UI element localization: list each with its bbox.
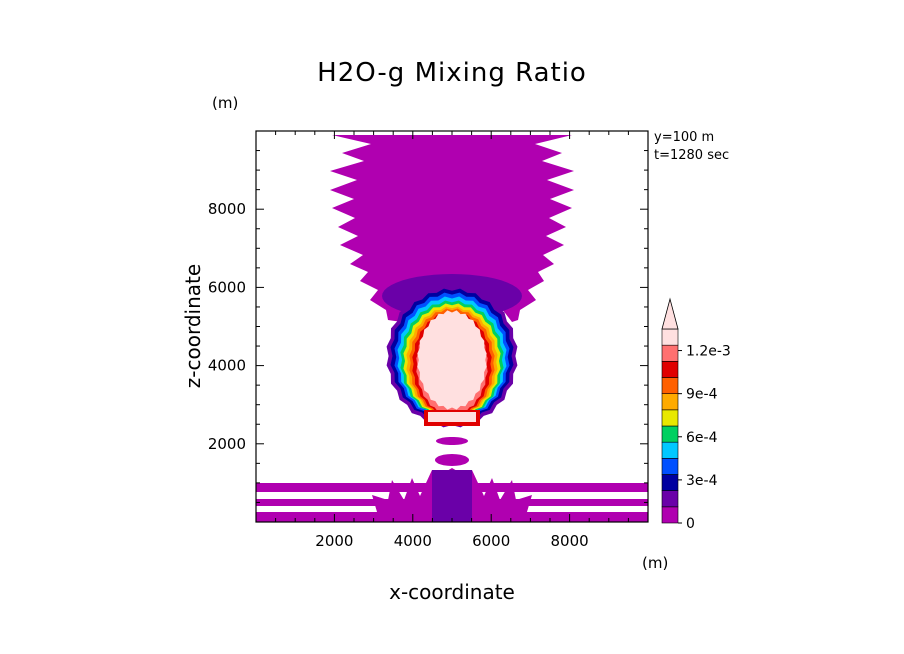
colorbar-segment bbox=[661, 425, 679, 443]
moist-core-region bbox=[417, 310, 487, 410]
x-axis-unit: (m) bbox=[642, 554, 669, 572]
colorbar-segment bbox=[661, 441, 679, 459]
axes: 2000 4000 6000 8000 2000 4000 6000 8000 bbox=[208, 130, 649, 550]
colorbar-segment bbox=[661, 409, 679, 427]
info-time: t=1280 sec bbox=[654, 148, 730, 163]
mid-blob-1 bbox=[436, 437, 468, 445]
y-tick-label: 4000 bbox=[208, 357, 246, 375]
colorbar-segment bbox=[661, 458, 679, 475]
colorbar-segment bbox=[661, 361, 679, 378]
x-tick-label: 4000 bbox=[394, 532, 432, 550]
y-tick-label: 2000 bbox=[208, 435, 246, 453]
colorbar-label: 1.2e-3 bbox=[686, 344, 731, 360]
colorbar-label: 3e-4 bbox=[686, 473, 718, 489]
x-axis-label: x-coordinate bbox=[389, 580, 515, 604]
x-tick-label: 8000 bbox=[551, 532, 589, 550]
colorbar-segment bbox=[661, 474, 679, 491]
colorbar-label: 0 bbox=[686, 516, 695, 532]
colorbar: 0 3e-4 6e-4 9e-4 1.2e-3 bbox=[661, 297, 731, 532]
colorbar-segment bbox=[661, 344, 679, 362]
colorbar-segment bbox=[661, 328, 679, 346]
z-axis-unit: (m) bbox=[212, 94, 239, 112]
colorbar-extend-arrow bbox=[661, 297, 679, 330]
core-bottom-fill bbox=[428, 412, 476, 422]
x-tick-label: 2000 bbox=[315, 532, 353, 550]
y-tick-label: 8000 bbox=[208, 200, 246, 218]
mid-blob-2 bbox=[435, 454, 469, 466]
colorbar-segment bbox=[661, 490, 679, 508]
info-y-position: y=100 m bbox=[654, 130, 715, 145]
chart-title: H2O-g Mixing Ratio bbox=[317, 58, 587, 88]
lower-plume-core bbox=[432, 470, 472, 522]
colorbar-segment bbox=[661, 506, 679, 524]
y-tick-label: 6000 bbox=[208, 278, 246, 296]
colorbar-label: 9e-4 bbox=[686, 387, 718, 403]
x-tick-label: 6000 bbox=[472, 532, 510, 550]
colorbar-label: 6e-4 bbox=[686, 430, 718, 446]
colorbar-segment bbox=[661, 377, 679, 394]
contour-fields bbox=[256, 135, 648, 522]
colorbar-segment bbox=[661, 393, 679, 411]
upper-plume-region bbox=[330, 135, 574, 322]
